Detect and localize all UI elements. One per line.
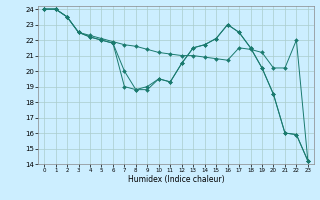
X-axis label: Humidex (Indice chaleur): Humidex (Indice chaleur) (128, 175, 224, 184)
